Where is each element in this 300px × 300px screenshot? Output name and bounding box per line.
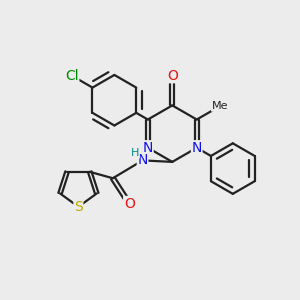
- Text: N: N: [143, 141, 153, 155]
- Text: H: H: [131, 148, 139, 158]
- Text: N: N: [192, 141, 202, 155]
- Text: N: N: [137, 153, 148, 167]
- Text: S: S: [74, 200, 83, 214]
- Text: Me: Me: [212, 101, 228, 111]
- Text: Cl: Cl: [65, 69, 79, 83]
- Text: O: O: [167, 69, 178, 83]
- Text: O: O: [124, 196, 135, 211]
